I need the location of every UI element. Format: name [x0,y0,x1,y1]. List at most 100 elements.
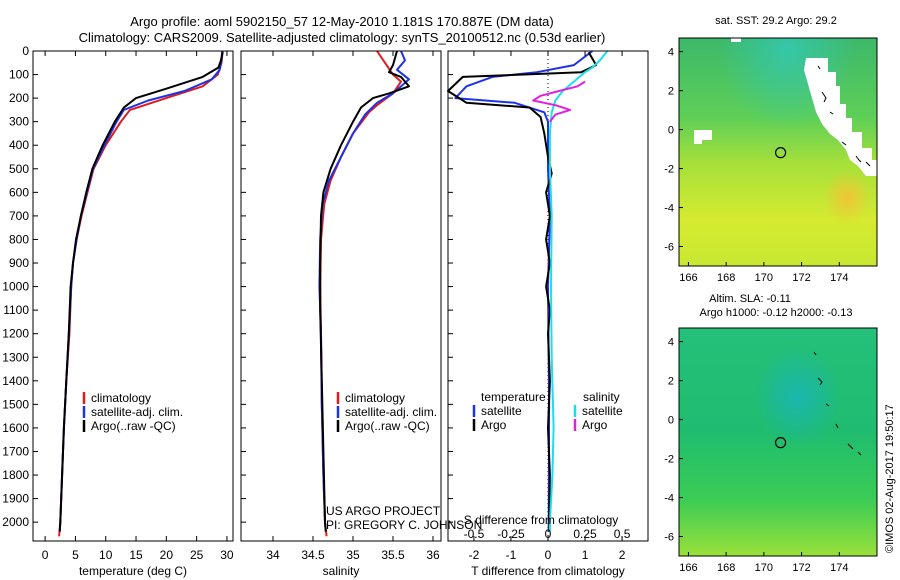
map-y-tick-label: -2 [664,164,674,176]
legend-label-climatology: climatology [345,391,405,405]
map-y-tick-label: 4 [668,47,674,59]
y-tick-label: 1100 [3,303,29,317]
y-tick-label: 600 [9,185,29,199]
legend-title-salinity: salinity [583,390,620,404]
secondary-x-axis-label: S difference from climatology [464,513,619,527]
x-tick-label: 0 [42,548,49,562]
legend-label-satellite: satellite-adj. clim. [91,405,183,419]
difference-legend: temperature salinity satellite Argo sate… [472,390,623,432]
difference-profile-panel: -2 -1 0 1 2 T difference from climatology -0.5… [447,50,649,578]
temperature-legend: climatology satellite-adj. clim. Argo(..… [82,391,183,433]
sst-cloud-mask-2 [694,130,712,144]
series-line-argo-raw-qc [58,51,224,532]
temperature-profile-panel: 0 5 10 15 20 25 30 temperature (deg C) 0 100 200 30… [2,44,234,578]
sla-coast [813,351,862,456]
series-line-satellite-adj-clim [58,50,224,532]
x-tick-label: 1 [582,548,589,562]
series-line-salinity-argo [532,80,586,123]
salinity-profile-panel: 34 34.5 35 35.5 36 salinity [240,50,442,578]
secondary-x-tick-label: -0.25 [497,527,525,541]
y-tick-label: 2000 [2,515,29,529]
y-tick-label: 300 [9,115,29,129]
legend-label-climatology: climatology [91,391,151,405]
y-tick-label: 1000 [2,280,29,294]
sst-map-panel: sat. SST: 29.2 Argo: 29.2 166 168 170 172 17… [664,15,878,284]
legend-title-temperature: temperature [481,390,546,404]
x-tick-label: -2 [469,548,480,562]
x-tick-label: 0 [545,548,552,562]
float-location-marker [774,147,787,159]
series-line-climatology [319,50,402,537]
y-tick-label: 1500 [2,397,29,411]
sla-map-title: Altim. SLA: -0.11 [709,293,791,305]
map-y-tick-label: -6 [664,532,674,544]
series-line-temperature-satellite [454,50,594,532]
map-y-tick-label: -4 [664,493,674,505]
x-tick-label: 10 [99,548,113,562]
map-x-tick-label: 166 [679,272,697,284]
plot-frame [240,50,442,542]
secondary-x-tick-label: -0.5 [464,527,485,541]
map-y-tick-label: 0 [668,125,674,137]
sst-warm-patch [679,38,877,266]
y-tick-label: 900 [9,256,29,270]
secondary-x-tick-label: 0.25 [573,527,597,541]
x-axis-label: salinity [323,564,360,578]
map-y-tick-label: 2 [668,376,674,388]
y-tick-label: 1800 [2,468,29,482]
y-tick-label: 1900 [2,492,29,506]
legend-label-argo: Argo(..raw -QC) [345,419,430,433]
y-tick-label: 200 [9,91,29,105]
plot-frame [32,50,234,542]
x-tick-label: 36 [426,548,440,562]
y-tick-label: 700 [9,209,29,223]
legend-label-satellite: satellite-adj. clim. [345,405,437,419]
sla-map-panel: Altim. SLA: -0.11 Argo h1000: -0.12 h200… [664,293,878,574]
sla-cyan-patch [679,328,877,556]
legend-label-temp-satellite: satellite [481,404,522,418]
map-x-tick-label: 166 [679,562,697,574]
y-tick-label: 1700 [2,444,29,458]
secondary-x-tick-label: 0.5 [614,527,631,541]
x-tick-label: 2 [619,548,626,562]
x-tick-label: 34 [266,548,280,562]
map-y-tick-label: 2 [668,86,674,98]
map-x-tick-label: 168 [717,272,735,284]
x-axis-label: T difference from climatology [471,564,625,578]
x-tick-label: 35 [346,548,360,562]
map-frame [678,327,878,557]
series-line-satellite-adj-clim [318,50,410,532]
map-frame [678,37,878,267]
x-tick-label: 5 [72,548,79,562]
secondary-x-tick-label: 0 [545,527,552,541]
sla-map-subtitle: Argo h1000: -0.12 h2000: -0.13 [700,307,853,319]
y-tick-label: 1300 [2,350,29,364]
sst-coast [817,65,871,167]
y-tick-label: 400 [9,138,29,152]
x-tick-label: -1 [506,548,517,562]
map-y-tick-label: -2 [664,454,674,466]
x-tick-label: 15 [129,548,143,562]
map-x-tick-label: 172 [792,562,810,574]
sst-cloud-mask-3 [731,38,741,42]
timestamp-label: ©IMOS 02-Aug-2017 19:50:17 [884,404,896,553]
y-tick-label: 1600 [2,421,29,435]
legend-label-sal-argo: Argo [582,418,608,432]
y-tick-label: 0 [22,44,29,58]
y-tick-label: 100 [9,68,29,82]
map-y-tick-label: 4 [668,337,674,349]
map-y-tick-label: 0 [668,415,674,427]
x-tick-label: 34.5 [301,548,325,562]
salinity-legend: climatology satellite-adj. clim. Argo(..… [336,391,437,433]
sst-map-title: sat. SST: 29.2 Argo: 29.2 [715,15,837,27]
map-x-tick-label: 174 [830,272,848,284]
y-tick-label: 1400 [2,374,29,388]
sst-cloud-mask [804,58,877,176]
series-line-salinity-satellite [548,50,609,532]
project-pi: PI: GREGORY C. JOHNSON [326,518,482,532]
y-tick-label: 800 [9,232,29,246]
x-tick-label: 20 [160,548,174,562]
project-name: US ARGO PROJECT [326,504,441,518]
y-tick-label: 1200 [2,327,29,341]
